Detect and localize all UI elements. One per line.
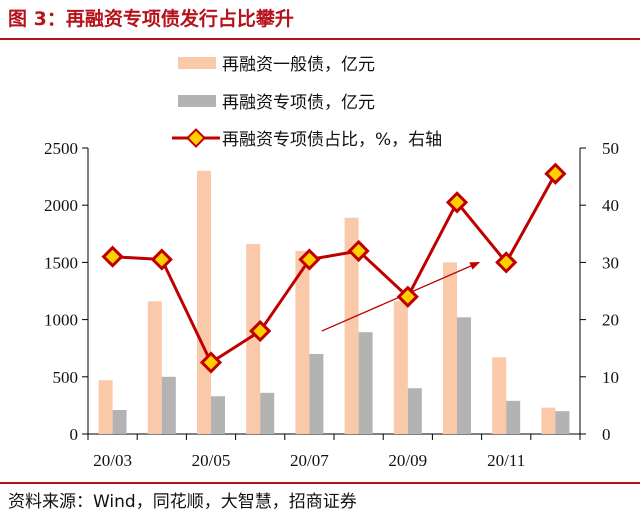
bar-general-bond	[492, 357, 507, 434]
ratio-line-series	[101, 162, 567, 374]
ratio-point	[396, 285, 419, 308]
right-tick-label: 20	[602, 311, 619, 330]
bar-general-bond	[246, 244, 261, 434]
bar-special-bond	[260, 392, 275, 434]
bar-general-bond	[147, 301, 162, 434]
bar-general-bond	[541, 407, 556, 434]
legend-swatch-general-bond	[178, 57, 216, 69]
bar-special-bond	[506, 400, 521, 434]
legend: 再融资一般债，亿元 再融资专项债，亿元 再融资专项债占比，%，右轴	[172, 55, 442, 150]
right-tick-label: 30	[602, 253, 619, 272]
title-divider	[0, 38, 640, 40]
right-tick-label: 50	[602, 139, 619, 158]
bar-special-bond	[309, 353, 324, 434]
bars	[98, 170, 570, 434]
bar-special-bond	[211, 396, 225, 434]
bar-general-bond	[197, 170, 211, 434]
x-tick-label: 20/09	[388, 451, 427, 470]
source-note: 资料来源：Wind，同花顺，大智慧，招商证券	[8, 492, 357, 512]
x-tick-label: 20/05	[192, 451, 231, 470]
axes: 0 500 1000 1500 2000 2500 0 10 20 30 40 50 20/03 20/0…	[44, 139, 619, 470]
left-tick-label: 2500	[44, 139, 78, 158]
ratio-line	[112, 173, 557, 364]
ratio-point	[199, 351, 223, 374]
ratio-point	[150, 248, 173, 271]
right-tick-label: 10	[602, 368, 619, 387]
bar-general-bond	[443, 262, 457, 434]
bar-special-bond	[555, 411, 570, 434]
ratio-point	[495, 251, 518, 274]
legend-swatch-ratio-marker	[186, 128, 206, 148]
bar-general-bond	[344, 217, 359, 434]
bar-special-bond	[407, 388, 422, 434]
bar-special-bond	[112, 409, 127, 434]
bar-general-bond	[295, 250, 310, 434]
ratio-point	[347, 239, 370, 263]
ratio-point	[249, 319, 272, 343]
left-tick-label: 500	[53, 368, 79, 387]
left-tick-label: 0	[70, 425, 79, 444]
ratio-point	[298, 248, 321, 271]
legend-label-general-bond: 再融资一般债，亿元	[222, 55, 375, 75]
x-tick-label: 20/11	[487, 451, 525, 470]
legend-label-special-bond: 再融资专项债，亿元	[222, 93, 375, 113]
legend-swatch-special-bond	[178, 95, 216, 107]
bar-special-bond	[161, 376, 176, 434]
x-tick-label: 20/03	[93, 451, 132, 470]
right-tick-label: 40	[602, 196, 619, 215]
source-divider	[0, 482, 640, 484]
legend-label-ratio: 再融资专项债占比，%，右轴	[222, 130, 442, 150]
x-tick-label: 20/07	[290, 451, 329, 470]
left-tick-label: 1500	[44, 253, 78, 272]
chart-title: 图 3：再融资专项债发行占比攀升	[8, 8, 294, 30]
bar-general-bond	[98, 380, 113, 434]
right-tick-label: 0	[602, 425, 611, 444]
bar-special-bond	[457, 317, 471, 434]
ratio-point	[544, 162, 567, 185]
bar-special-bond	[358, 332, 373, 434]
ratio-point	[445, 191, 469, 214]
left-tick-label: 1000	[44, 311, 78, 330]
bar-general-bond	[393, 301, 408, 434]
left-tick-label: 2000	[44, 196, 78, 215]
ratio-point	[101, 245, 124, 268]
